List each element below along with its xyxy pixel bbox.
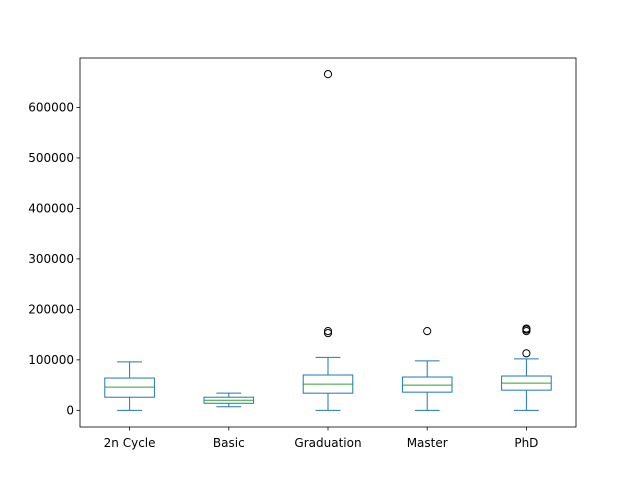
x-tick-label: Basic — [213, 436, 245, 450]
box-iqr — [104, 377, 155, 398]
box-group — [203, 392, 255, 408]
plot-frame — [79, 57, 577, 428]
y-tick-label: 400000 — [28, 201, 74, 215]
y-tick-label: 0 — [66, 403, 74, 417]
x-tick-label: Master — [407, 436, 448, 450]
outlier-point — [323, 70, 333, 79]
box-iqr — [401, 376, 453, 393]
y-tick-label: 600000 — [28, 100, 74, 114]
y-tick-label: 200000 — [28, 302, 74, 316]
outlier-point — [323, 326, 333, 336]
outlier-point — [423, 326, 432, 336]
outlier-point — [522, 324, 531, 333]
outlier-point — [522, 349, 531, 358]
y-axis: 0 100000 200000 300000 400000 500000 600000 — [28, 100, 80, 417]
box-group — [104, 361, 155, 411]
x-tick-label: 2n Cycle — [104, 436, 156, 450]
x-tick-label: Graduation — [294, 436, 361, 450]
box-group — [302, 70, 354, 411]
box-group — [401, 326, 453, 411]
y-tick-label: 500000 — [28, 151, 74, 165]
box-group — [501, 324, 552, 411]
x-axis: 2n Cycle Basic Graduation Master PhD — [104, 427, 538, 450]
x-tick-label: PhD — [514, 436, 538, 450]
boxes-layer — [104, 70, 552, 411]
y-tick-label: 100000 — [28, 353, 74, 367]
y-tick-label: 300000 — [28, 252, 74, 266]
outlier-point — [323, 329, 333, 338]
